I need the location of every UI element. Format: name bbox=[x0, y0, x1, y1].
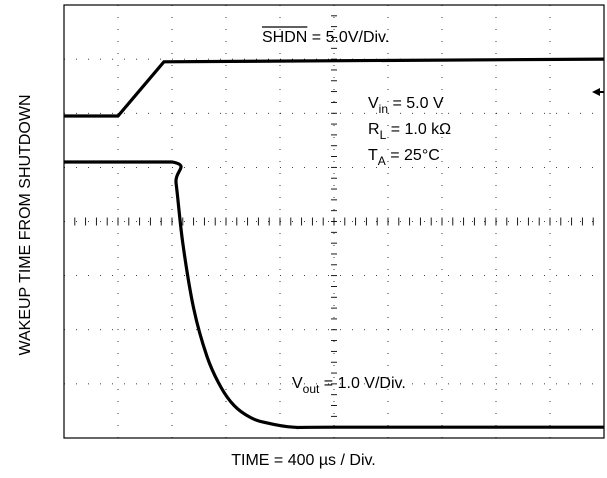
series-label-shdn-rest: = 5.0V/Div. bbox=[307, 29, 389, 46]
series-label-vout-sub: out bbox=[303, 382, 320, 396]
condition-symbol: R bbox=[368, 121, 380, 138]
condition-symbol: V bbox=[368, 95, 379, 112]
plot-frame bbox=[63, 4, 605, 439]
condition-value: = 5.0 V bbox=[388, 95, 444, 112]
y-axis-label: WAKEUP TIME FROM SHUTDOWN bbox=[17, 94, 34, 356]
condition-symbol: T bbox=[368, 147, 378, 164]
series-line-vout bbox=[64, 160, 604, 430]
condition-subscript: in bbox=[379, 102, 388, 116]
series-label-vout-main: V bbox=[292, 375, 303, 392]
condition-text: RL = 1.0 kΩ bbox=[368, 121, 451, 142]
condition-value: = 1.0 kΩ bbox=[386, 121, 451, 138]
condition-subscript: L bbox=[380, 128, 387, 142]
condition-value: = 25°C bbox=[386, 147, 440, 164]
x-axis-label: TIME = 400 µs / Div. bbox=[231, 452, 376, 469]
trigger-marker bbox=[592, 88, 604, 96]
test-conditions: Vin = 5.0 V RL = 1.0 kΩ TA = 25°C bbox=[368, 95, 451, 168]
condition-subscript: A bbox=[378, 154, 386, 168]
series-label-shdn: SHDN = 5.0V/Div. bbox=[262, 29, 389, 46]
grid bbox=[63, 4, 605, 439]
series-label-shdn-overline: SHDN bbox=[262, 29, 307, 46]
series-label-vout: Vout = 1.0 V/Div. bbox=[292, 375, 406, 396]
series-label-vout-rest: = 1.0 V/Div. bbox=[319, 375, 405, 392]
condition-text: Vin = 5.0 V bbox=[368, 95, 444, 116]
condition-text: TA = 25°C bbox=[368, 147, 440, 168]
series-line-shdn bbox=[64, 57, 605, 118]
